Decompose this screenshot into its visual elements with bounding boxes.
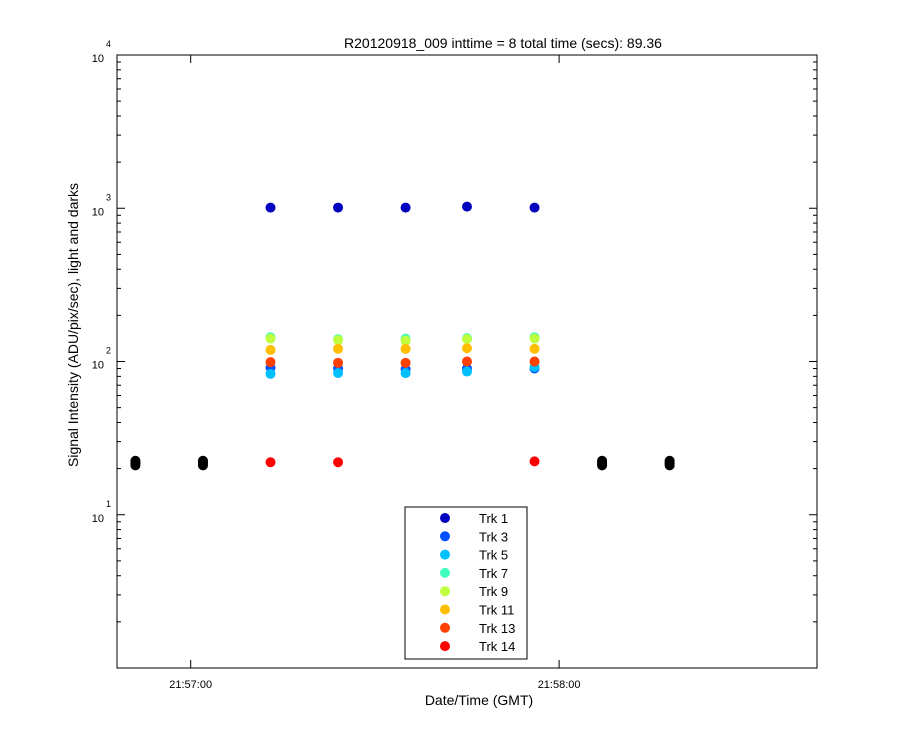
point-trk-13 xyxy=(462,356,472,367)
dark-point xyxy=(197,455,208,466)
point-trk-11 xyxy=(529,343,540,354)
dark-point xyxy=(664,455,675,466)
y-tick-label-exponent: 4 xyxy=(106,39,111,49)
point-trk-1 xyxy=(529,202,540,213)
dark-point xyxy=(597,455,608,466)
point-trk-1 xyxy=(400,202,411,213)
point-trk-1 xyxy=(265,202,276,213)
y-tick-label-exponent: 3 xyxy=(106,192,111,202)
legend-label: Trk 9 xyxy=(479,584,508,599)
legend-label: Trk 13 xyxy=(479,621,515,636)
legend-label: Trk 3 xyxy=(479,529,508,544)
point-trk-9 xyxy=(400,335,411,346)
legend-marker xyxy=(440,641,450,652)
point-trk-1 xyxy=(333,202,344,213)
point-trk-1 xyxy=(462,201,472,212)
plot-frame xyxy=(116,54,818,669)
dark-point xyxy=(130,455,141,466)
legend-marker xyxy=(440,549,450,560)
point-trk-11 xyxy=(462,343,472,354)
point-trk-13 xyxy=(265,357,276,368)
y-tick-label-base: 10 xyxy=(92,206,104,218)
point-trk-5 xyxy=(265,368,276,379)
point-trk-11 xyxy=(333,343,344,354)
point-trk-5 xyxy=(462,366,472,377)
point-trk-14 xyxy=(265,457,276,468)
chart-title: R20120918_009 inttime = 8 total time (se… xyxy=(344,35,662,51)
x-tick-label: 21:57:00 xyxy=(169,679,212,691)
point-trk-14 xyxy=(333,457,344,468)
point-trk-9 xyxy=(529,333,540,344)
point-trk-5 xyxy=(400,368,411,379)
legend-label: Trk 14 xyxy=(479,639,515,654)
point-trk-13 xyxy=(400,357,411,368)
point-trk-13 xyxy=(529,356,540,367)
legend-marker xyxy=(440,604,450,615)
legend-marker xyxy=(440,586,450,597)
legend-marker xyxy=(440,567,450,578)
y-tick-label-exponent: 2 xyxy=(106,346,111,356)
point-trk-9 xyxy=(265,333,276,344)
y-tick-label-exponent: 1 xyxy=(106,499,111,509)
legend-box xyxy=(404,506,528,660)
legend: Trk 1 Trk 3 Trk 5 Trk 7 Trk 9 Trk 11 Trk 13 Trk… xyxy=(404,506,528,660)
y-tick-label-base: 10 xyxy=(92,513,104,525)
legend-label: Trk 7 xyxy=(479,566,508,581)
point-trk-14 xyxy=(529,456,540,467)
legend-marker xyxy=(440,622,450,633)
legend-label: Trk 5 xyxy=(479,548,508,563)
legend-marker xyxy=(440,531,450,542)
legend-label: Trk 1 xyxy=(479,511,508,526)
y-tick-label-base: 10 xyxy=(92,53,104,65)
x-axis-label: Date/Time (GMT) xyxy=(425,692,533,708)
point-trk-9 xyxy=(462,334,472,345)
y-tick-label-base: 10 xyxy=(92,360,104,372)
legend-marker xyxy=(440,513,450,523)
point-trk-11 xyxy=(265,344,276,355)
x-tick-label: 21:58:00 xyxy=(538,679,581,691)
y-axis-label: Signal Intensity (ADU/pix/sec), light an… xyxy=(65,183,81,467)
point-trk-5 xyxy=(333,368,344,379)
data-marks xyxy=(130,201,675,471)
point-trk-9 xyxy=(333,335,344,346)
point-trk-13 xyxy=(333,357,344,368)
point-trk-11 xyxy=(400,343,411,354)
legend-label: Trk 11 xyxy=(479,603,514,618)
